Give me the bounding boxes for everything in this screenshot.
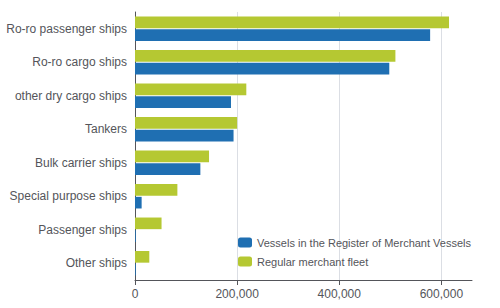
svg-text:200,000: 200,000 [215, 287, 259, 301]
svg-text:Ro-ro cargo ships: Ro-ro cargo ships [32, 55, 127, 69]
svg-text:Special purpose ships: Special purpose ships [10, 189, 127, 203]
svg-text:other dry cargo ships: other dry cargo ships [15, 89, 127, 103]
svg-text:Vessels in the Register of Mer: Vessels in the Register of Merchant Vess… [257, 237, 471, 249]
svg-text:Ro-ro passenger ships: Ro-ro passenger ships [6, 22, 127, 36]
svg-text:600,000: 600,000 [420, 287, 464, 301]
svg-text:Tankers: Tankers [85, 122, 127, 136]
svg-text:Passenger ships: Passenger ships [38, 223, 127, 237]
svg-text:Regular merchant fleet: Regular merchant fleet [257, 256, 368, 268]
svg-text:0: 0 [132, 287, 139, 301]
svg-text:400,000: 400,000 [318, 287, 362, 301]
svg-text:Other ships: Other ships [66, 256, 127, 270]
svg-text:Bulk carrier ships: Bulk carrier ships [35, 156, 127, 170]
